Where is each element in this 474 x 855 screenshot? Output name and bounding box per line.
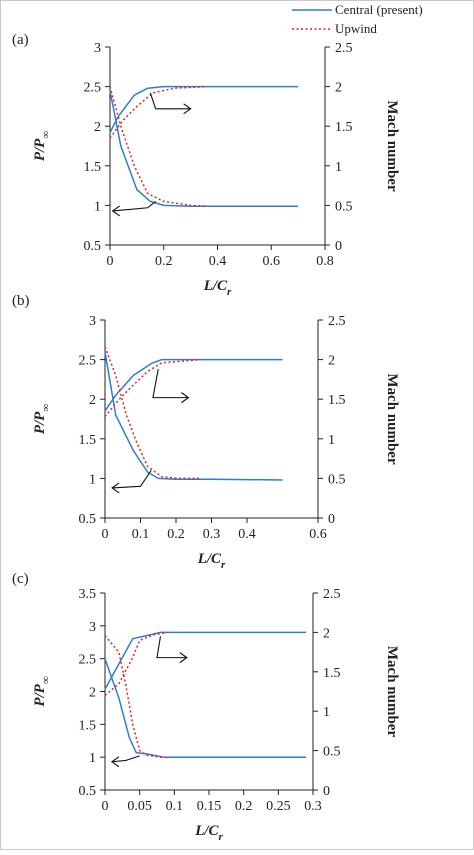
y-axis-left-label: P/P∞ (32, 404, 52, 435)
y-left-tick-label: 2 (89, 393, 96, 408)
y-left-tick-label: 0.5 (79, 512, 97, 527)
x-tick-label: 0.05 (127, 799, 152, 814)
y-right-tick-label: 1.5 (328, 393, 346, 408)
x-tick-label: 0 (102, 799, 109, 814)
x-tick-label: 0.2 (167, 527, 185, 542)
annotation-arrow-right (152, 369, 189, 399)
y-left-tick-label: 1 (94, 199, 101, 214)
y-right-tick-label: 1 (335, 160, 342, 175)
y-right-tick-label: 2.5 (323, 587, 341, 602)
x-tick-label: 0.15 (197, 799, 222, 814)
series-line-upwind-right (109, 85, 207, 139)
series-line-central-left (104, 658, 307, 758)
y-left-tick-label: 0.5 (79, 784, 97, 799)
x-axis-label: L/Cr (197, 551, 226, 571)
x-tick-label: 0 (107, 254, 114, 269)
x-tick-label: 0.6 (263, 254, 281, 269)
y-left-tick-label: 3 (94, 41, 101, 56)
y-left-tick-label: 1.5 (79, 718, 97, 733)
x-tick-label: 0.3 (203, 527, 221, 542)
x-tick-label: 0.2 (235, 799, 253, 814)
x-axis-label: L/Cr (194, 823, 223, 843)
chart-panel-0: (a) 0 0.2 0.4 0.6 0.8 0.5 1 1.5 2 2.5 3 0 0.5 1 1.5 2 2.5… (12, 32, 400, 298)
series-line-upwind-left (104, 346, 201, 480)
y-right-tick-label: 0.5 (328, 472, 346, 487)
y-left-tick-label: 2.5 (79, 354, 97, 369)
y-left-tick-label: 3 (89, 620, 96, 635)
series-line-upwind-left (104, 635, 168, 758)
annotation-arrowhead-left (111, 482, 120, 494)
y-left-tick-label: 1.5 (84, 160, 102, 175)
series-line-central-right (104, 358, 283, 412)
annotation-arrowhead-left (111, 205, 121, 217)
series-line-upwind-left (109, 86, 207, 207)
y-right-tick-label: 0 (328, 512, 335, 527)
x-tick-label: 0.25 (266, 799, 291, 814)
chart-panel-1: (b) 0 0.1 0.2 0.3 0.4 0.6 0.5 1 1.5 2 2.5 3 0 0.5 1 1.5 2… (12, 293, 400, 571)
x-axis-label: L/Cr (203, 278, 232, 298)
y-right-tick-label: 1 (323, 705, 330, 720)
x-tick-label: 0.2 (155, 254, 173, 269)
y-right-tick-label: 2 (323, 626, 330, 641)
y-right-tick-label: 2 (328, 354, 335, 369)
y-right-tick-label: 1.5 (323, 666, 341, 681)
series-line-central-left (104, 351, 283, 481)
y-left-tick-label: 2 (94, 120, 101, 135)
y-axis-right-label: Mach number (384, 646, 400, 738)
legend-label-1: Upwind (335, 21, 377, 36)
y-right-tick-label: 2.5 (335, 41, 353, 56)
series-line-central-left (109, 90, 299, 207)
annotation-arrowhead-right (181, 392, 190, 404)
panel-label: (c) (12, 571, 29, 587)
y-right-tick-label: 1.5 (335, 120, 353, 135)
series-line-upwind-right (104, 631, 168, 696)
annotation-arrow-right (156, 636, 187, 659)
y-left-tick-label: 1 (89, 751, 96, 766)
series-line-upwind-right (104, 358, 201, 418)
panel-label: (b) (12, 293, 30, 309)
y-axis-left-label: P/P∞ (32, 131, 52, 162)
annotation-arrowhead-right (179, 652, 188, 664)
y-right-tick-label: 0 (323, 784, 330, 799)
y-right-tick-label: 0 (335, 239, 342, 254)
y-left-tick-label: 2.5 (79, 653, 97, 668)
annotation-arrow-left (112, 470, 152, 489)
y-left-tick-label: 2 (89, 686, 96, 701)
x-tick-label: 0.4 (209, 254, 227, 269)
x-tick-label: 0 (102, 527, 109, 542)
y-left-tick-label: 3.5 (79, 587, 97, 602)
x-tick-label: 0.4 (238, 527, 256, 542)
x-tick-label: 0.1 (132, 527, 150, 542)
x-tick-label: 0.8 (316, 254, 334, 269)
y-left-tick-label: 3 (89, 314, 96, 329)
y-right-tick-label: 2 (335, 81, 342, 96)
y-right-tick-label: 2.5 (328, 314, 346, 329)
annotation-arrow-left (112, 201, 157, 212)
x-tick-label: 0.6 (309, 527, 327, 542)
annotation-arrowhead-left (110, 756, 120, 768)
x-tick-label: 0.3 (304, 799, 322, 814)
x-tick-label: 0.1 (166, 799, 184, 814)
annotation-arrow-left (111, 755, 140, 763)
panel-label: (a) (12, 32, 29, 48)
y-left-tick-label: 1.5 (79, 433, 97, 448)
y-right-tick-label: 0.5 (323, 745, 341, 760)
y-axis-right-label: Mach number (384, 100, 400, 192)
y-axis-right-label: Mach number (384, 373, 400, 465)
y-left-tick-label: 2.5 (84, 81, 102, 96)
legend-label-0: Central (present) (335, 2, 423, 17)
y-left-tick-label: 1 (89, 472, 96, 487)
y-right-tick-label: 1 (328, 433, 335, 448)
annotation-arrowhead-right (183, 103, 192, 115)
series-line-central-right (104, 631, 307, 690)
series-line-central-right (109, 85, 299, 133)
annotation-arrow-right (149, 92, 191, 110)
y-right-tick-label: 0.5 (335, 199, 353, 214)
chart-panel-2: (c) 0 0.05 0.1 0.15 0.2 0.25 0.3 0.5 1 1.5 2 2.5 3 3.5… (12, 571, 400, 843)
y-axis-left-label: P/P∞ (32, 676, 52, 707)
y-left-tick-label: 0.5 (84, 239, 102, 254)
